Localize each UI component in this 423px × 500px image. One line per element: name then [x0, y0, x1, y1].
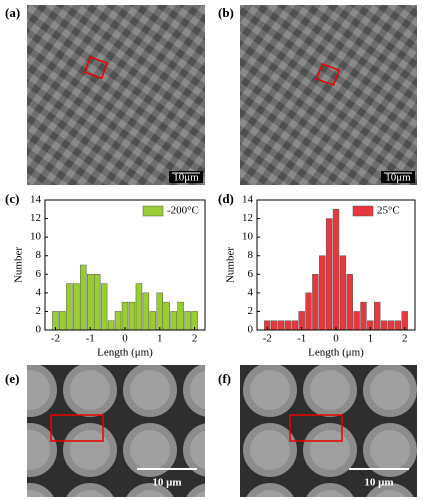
y-tick-label: 12 — [30, 212, 41, 224]
bar — [270, 320, 278, 331]
highlight — [50, 414, 104, 442]
panel-label: (b) — [218, 5, 234, 20]
bar — [360, 301, 367, 331]
x-tick-label: -2 — [263, 333, 272, 345]
bar — [80, 264, 87, 331]
y-tick-label: 2 — [36, 305, 42, 317]
x-tick-label: -2 — [51, 333, 60, 345]
bar — [100, 283, 108, 331]
bar — [135, 283, 143, 331]
y-tick-label: 14 — [30, 194, 42, 206]
panel-label: (c) — [5, 191, 19, 206]
y-tick-label: 6 — [248, 268, 254, 280]
y-tick-label: 12 — [242, 212, 253, 224]
bar — [374, 301, 381, 331]
x-tick-label: 2 — [192, 333, 198, 345]
bar — [170, 311, 177, 331]
bar — [380, 320, 388, 331]
highlight — [83, 56, 109, 80]
bar — [291, 320, 298, 331]
y-tick-label: 4 — [36, 286, 42, 298]
bar — [387, 320, 395, 331]
x-tick-label: 0 — [333, 333, 339, 345]
scale-box — [381, 171, 415, 183]
bar — [149, 311, 157, 331]
bar — [156, 292, 164, 331]
x-axis-label: Length (μm) — [308, 347, 364, 359]
scale-label: 10 μm — [364, 477, 393, 489]
bar — [93, 274, 101, 331]
x-tick-label: 2 — [402, 333, 408, 345]
bar — [128, 301, 136, 331]
y-axis-label: Number — [225, 247, 237, 283]
y-tick-label: 0 — [248, 324, 254, 336]
bar — [177, 301, 184, 331]
panel-label: (a) — [5, 5, 20, 20]
bar — [277, 320, 285, 331]
bar — [319, 255, 326, 331]
y-tick-label: 6 — [36, 268, 42, 280]
scale-label: 10μm — [173, 172, 199, 184]
y-tick-label: 8 — [248, 249, 254, 261]
bar — [66, 283, 73, 331]
x-tick-label: 1 — [157, 333, 163, 345]
micrograph — [240, 365, 417, 497]
bar — [163, 301, 170, 331]
bar — [325, 218, 333, 331]
legend-label: -200°C — [167, 205, 199, 217]
bar — [332, 209, 340, 331]
panel-label: (e) — [5, 371, 19, 386]
bar — [339, 255, 347, 331]
scale-box — [169, 171, 203, 183]
bar — [142, 292, 150, 331]
bar — [184, 311, 191, 331]
micrograph — [240, 5, 417, 185]
y-tick-label: 4 — [248, 286, 254, 298]
legend-label: 25°C — [377, 205, 400, 217]
y-tick-label: 14 — [242, 194, 254, 206]
y-axis-label: Number — [13, 247, 25, 283]
panel-label: (f) — [218, 371, 231, 386]
legend-swatch — [352, 205, 374, 217]
y-tick-label: 0 — [36, 324, 42, 336]
y-tick-label: 10 — [30, 231, 42, 243]
scale-label: 10 μm — [152, 477, 181, 489]
bar — [114, 311, 122, 331]
bar — [59, 311, 66, 331]
highlight — [315, 62, 341, 87]
bar — [312, 274, 319, 331]
x-axis-label: Length (μm) — [97, 347, 153, 359]
scale-label: 10μm — [385, 172, 411, 184]
bar — [86, 274, 94, 331]
bar — [305, 292, 312, 331]
bar — [284, 320, 292, 331]
x-tick-label: -1 — [86, 333, 95, 345]
bar — [73, 283, 80, 331]
micrograph — [27, 365, 205, 497]
y-tick-label: 8 — [36, 249, 42, 261]
highlight — [289, 414, 343, 442]
y-tick-label: 2 — [248, 305, 254, 317]
bar — [394, 320, 402, 331]
x-tick-label: 0 — [122, 333, 128, 345]
bar — [353, 311, 360, 331]
bar — [107, 320, 115, 331]
x-tick-label: -1 — [297, 333, 306, 345]
x-tick-label: 1 — [368, 333, 374, 345]
y-tick-label: 10 — [242, 231, 254, 243]
bar — [121, 301, 129, 331]
micrograph — [27, 5, 205, 185]
panel-label: (d) — [218, 191, 234, 206]
legend-swatch — [142, 205, 164, 217]
bar — [346, 274, 353, 331]
